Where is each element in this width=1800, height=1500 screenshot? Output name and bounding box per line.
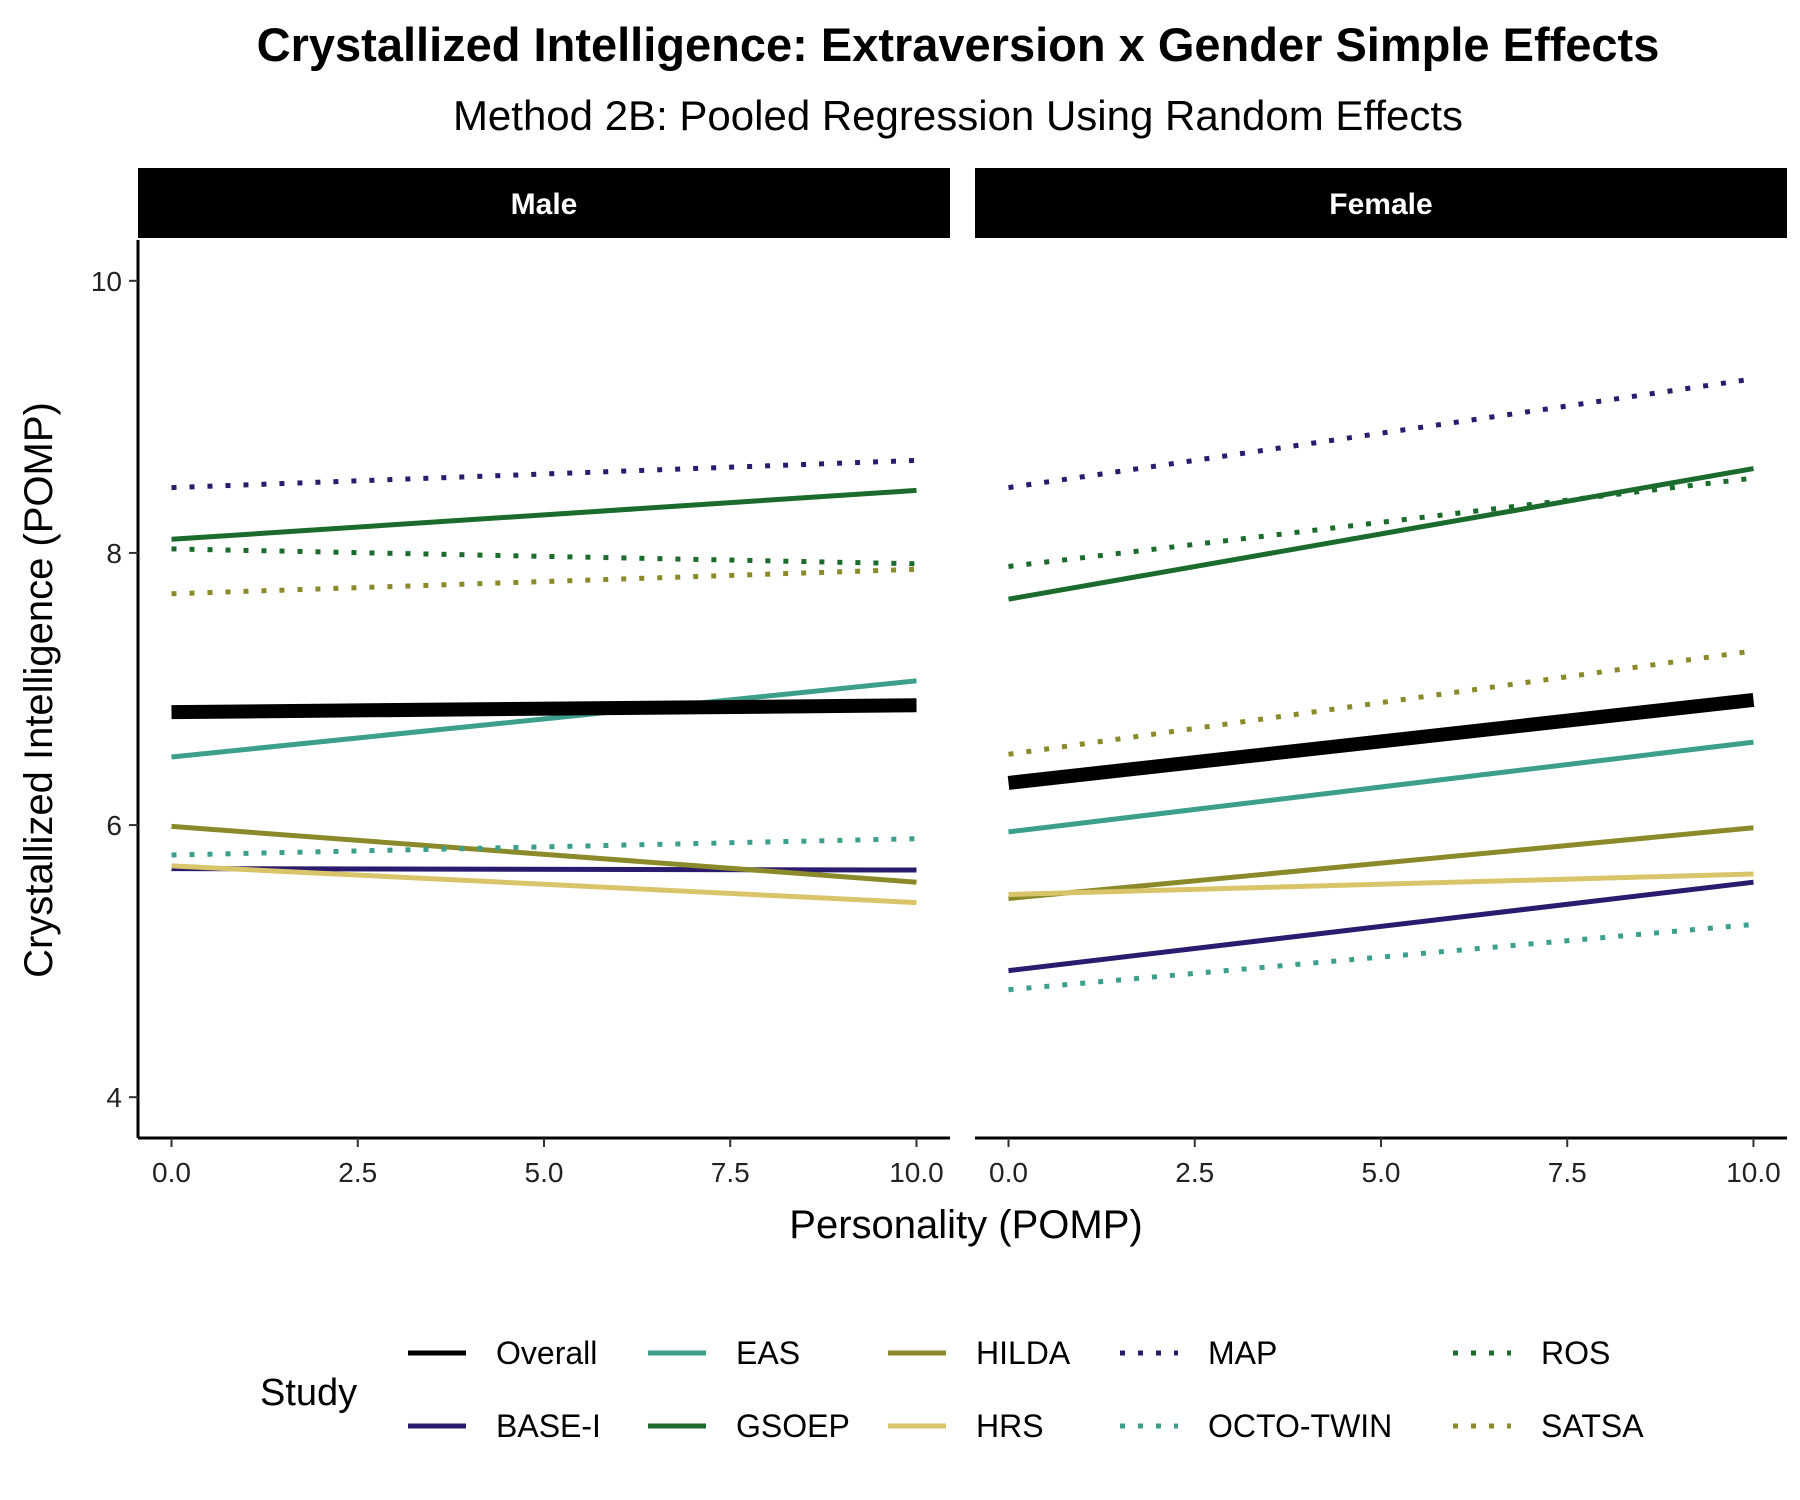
- y-tick-label: 10: [91, 266, 122, 297]
- series-line-hilda: [1008, 825, 1754, 901]
- series-line-eas: [171, 678, 917, 760]
- x-tick-label: 7.5: [711, 1157, 750, 1188]
- series-line-overall: [171, 698, 917, 720]
- panels: Male 4 6 8 10 0.0 2.5 5.0 7.5 10.0 Female 0.0 2.5 5.0…: [91, 168, 1787, 1188]
- chart-subtitle: Method 2B: Pooled Regression Using Rando…: [453, 92, 1463, 139]
- x-tick-label: 0.0: [152, 1157, 191, 1188]
- legend-label: HRS: [976, 1408, 1044, 1444]
- y-tick-label: 4: [106, 1082, 122, 1113]
- y-axis-title: Crystallized Intelligence (POMP): [17, 402, 61, 978]
- legend-label: ROS: [1541, 1335, 1610, 1371]
- legend: Study Overall BASE-I EAS GSOEP HILDA HRS MAP OC…: [260, 1335, 1644, 1444]
- facet-label: Female: [1329, 188, 1432, 221]
- x-tick-label: 5.0: [525, 1157, 564, 1188]
- panel-female: Female 0.0 2.5 5.0 7.5 10.0: [975, 168, 1787, 1188]
- series-line-hrs: [1008, 871, 1754, 897]
- x-tick-label: 2.5: [338, 1157, 377, 1188]
- legend-label: OCTO-TWIN: [1208, 1408, 1392, 1444]
- x-tick-label: 10.0: [889, 1157, 944, 1188]
- facet-label: Male: [511, 188, 578, 221]
- series-line-overall: [1007, 692, 1755, 790]
- series-line-gsoep: [171, 487, 917, 542]
- series-line-hrs: [171, 863, 917, 906]
- legend-label: MAP: [1208, 1335, 1277, 1371]
- legend-label: EAS: [736, 1335, 800, 1371]
- x-tick-label: 10.0: [1726, 1157, 1781, 1188]
- y-tick-label: 6: [106, 810, 122, 841]
- x-axis-title: Personality (POMP): [789, 1203, 1142, 1247]
- y-tick-label: 8: [106, 538, 122, 569]
- facet-strip: [975, 168, 1787, 238]
- series-line-gsoep: [1008, 466, 1754, 602]
- chart-title: Crystallized Intelligence: Extraversion …: [257, 18, 1660, 71]
- x-tick-label: 7.5: [1548, 1157, 1587, 1188]
- legend-label: Overall: [496, 1335, 597, 1371]
- legend-label: BASE-I: [496, 1408, 601, 1444]
- series-line-base-i: [1008, 879, 1754, 974]
- series-line-base-i: [171, 866, 917, 873]
- legend-label: HILDA: [976, 1335, 1071, 1371]
- x-tick-label: 5.0: [1362, 1157, 1401, 1188]
- series-line-hilda: [171, 823, 917, 885]
- x-tick-label: 0.0: [989, 1157, 1028, 1188]
- facet-strip: [138, 168, 950, 238]
- series-line-eas: [1008, 739, 1754, 835]
- legend-label: GSOEP: [736, 1408, 850, 1444]
- panel-male: Male 4 6 8 10 0.0 2.5 5.0 7.5 10.0: [91, 168, 950, 1188]
- legend-label: SATSA: [1541, 1408, 1644, 1444]
- x-tick-label: 2.5: [1175, 1157, 1214, 1188]
- legend-title: Study: [260, 1372, 357, 1414]
